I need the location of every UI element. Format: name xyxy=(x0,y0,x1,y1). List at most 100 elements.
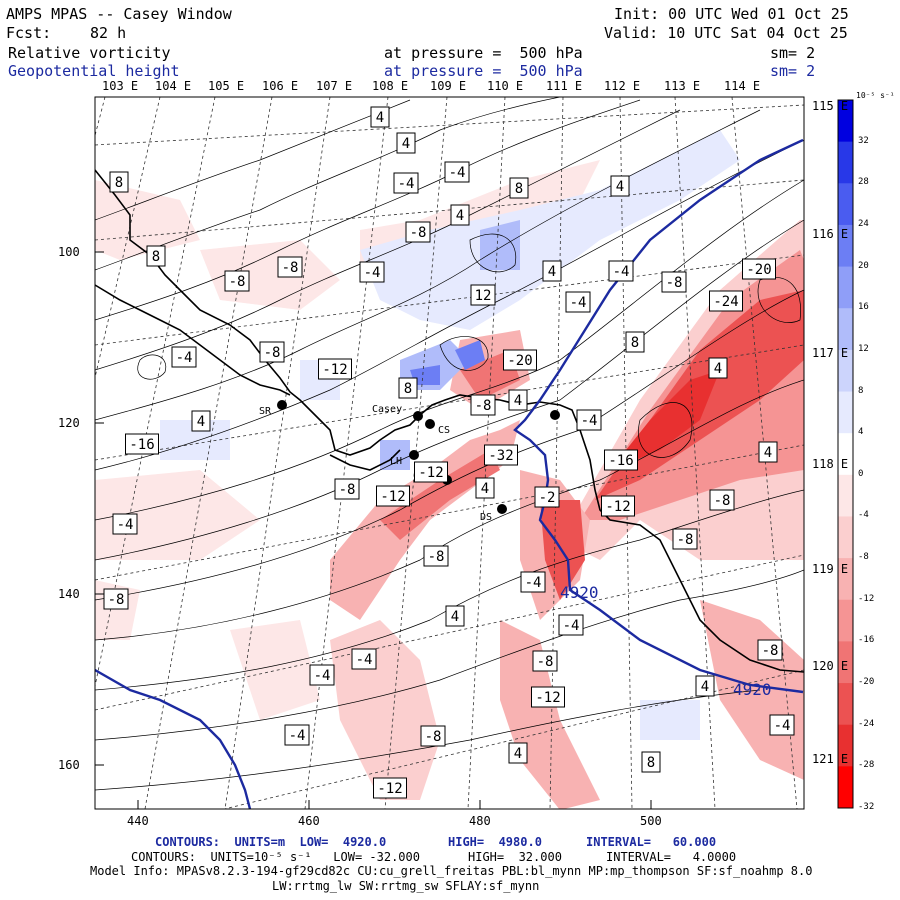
vorticity-contour-label: -8 xyxy=(470,394,496,416)
colorbar-tick-label: 20 xyxy=(858,260,869,271)
svg-text:-4: -4 xyxy=(117,517,134,533)
vorticity-contour-label: 4 xyxy=(370,106,390,128)
longitude-label-top: 108 E xyxy=(372,79,409,93)
vorticity-contour-label: 8 xyxy=(509,177,529,199)
vorticity-contour-label: -12 xyxy=(376,485,410,507)
valid-time: Valid: 10 UTC Sat 04 Oct 25 xyxy=(604,24,848,42)
svg-text:-4: -4 xyxy=(449,165,466,181)
footer-vort-contours: CONTOURS: UNITS=10⁻⁵ s⁻¹ LOW= -32.000 xyxy=(131,850,420,864)
field1-name: Relative vorticity xyxy=(8,44,171,62)
svg-text:-8: -8 xyxy=(475,398,492,414)
footer-vort-high: HIGH= 32.000 xyxy=(468,850,562,864)
svg-text:8: 8 xyxy=(647,755,655,771)
vorticity-contour-label: -8 xyxy=(224,270,250,292)
colorbar-tick-label: -20 xyxy=(858,677,875,688)
colorbar-tick-label: -4 xyxy=(858,510,869,521)
svg-text:-24: -24 xyxy=(713,294,738,310)
footer-model-info: Model Info: MPASv8.2.3-194-gf29cd82c CU:… xyxy=(90,864,813,878)
vorticity-contour-label: -8 xyxy=(420,725,446,747)
vorticity-contour-label: -4 xyxy=(565,291,591,313)
vorticity-contour-label: -8 xyxy=(532,650,558,672)
positive-vorticity-shading xyxy=(160,130,740,740)
svg-text:-4: -4 xyxy=(581,413,598,429)
vorticity-contour-label: -4 xyxy=(608,260,634,282)
colorbar-swatch xyxy=(838,308,853,351)
svg-text:8: 8 xyxy=(152,249,160,265)
svg-text:4: 4 xyxy=(451,609,459,625)
colorbar-tick-label: 8 xyxy=(858,385,864,396)
forecast-label: Fcst: xyxy=(6,24,52,42)
vorticity-contour-label: 4 xyxy=(542,260,562,282)
vorticity-contour-label: 4 xyxy=(475,477,495,499)
vorticity-contour-label: -8 xyxy=(672,528,698,550)
colorbar-swatch xyxy=(838,391,853,434)
longitude-label-top: 114 E xyxy=(724,79,761,93)
longitude-label-right: 117 E xyxy=(812,346,849,360)
colorbar-tick-label: -24 xyxy=(858,718,875,729)
vorticity-contour-label: -8 xyxy=(757,639,783,661)
forecast-hour: 82 h xyxy=(90,24,127,42)
vorticity-contour-label: -4 xyxy=(520,571,546,593)
vorticity-contour-label: -8 xyxy=(423,545,449,567)
svg-text:-12: -12 xyxy=(418,465,443,481)
svg-text:-8: -8 xyxy=(425,729,442,745)
vorticity-contour-label: -32 xyxy=(484,444,518,466)
vorticity-contour-label: -4 xyxy=(576,409,602,431)
colorbar-tick-label: -28 xyxy=(858,760,875,771)
colorbar-swatch xyxy=(838,724,853,767)
svg-text:4: 4 xyxy=(764,445,772,461)
svg-text:4: 4 xyxy=(456,208,464,224)
colorbar-swatch xyxy=(838,349,853,393)
field1-smoothing: sm= 2 xyxy=(770,44,816,62)
vorticity-contour-label: 4 xyxy=(758,441,778,463)
colorbar-swatch xyxy=(838,599,853,642)
svg-text:-4: -4 xyxy=(525,575,542,591)
axis-ticks xyxy=(95,251,652,809)
colorbar-swatch xyxy=(838,433,853,476)
vorticity-contour-label: -20 xyxy=(742,258,776,280)
vorticity-contour-label: 4 xyxy=(708,357,728,379)
station-label-sr: SR xyxy=(259,406,272,417)
svg-text:-8: -8 xyxy=(229,274,246,290)
vorticity-contour-label: 12 xyxy=(470,284,496,306)
vorticity-contour-label: 4 xyxy=(508,389,528,411)
svg-text:-4: -4 xyxy=(314,668,331,684)
vorticity-contour-label: -12 xyxy=(601,495,635,517)
vorticity-contour-label: 8 xyxy=(398,377,418,399)
svg-text:8: 8 xyxy=(115,175,123,191)
longitude-label-top: 105 E xyxy=(208,79,245,93)
colorbar-swatch xyxy=(838,683,853,726)
footer-height-high: HIGH= 4980.0 xyxy=(448,835,542,849)
station-label-ds: DS xyxy=(480,512,493,523)
svg-text:-32: -32 xyxy=(488,448,513,464)
svg-text:4: 4 xyxy=(616,179,624,195)
svg-text:4: 4 xyxy=(197,414,205,430)
field2-level: at pressure = 500 hPa xyxy=(384,62,583,80)
colorbar-swatch xyxy=(838,516,853,559)
vorticity-contour-label: -12 xyxy=(318,358,352,380)
vorticity-contour-label: -12 xyxy=(373,777,407,799)
height-contour-label: 4920 xyxy=(560,583,599,602)
vorticity-contour-label: 4 xyxy=(695,675,715,697)
svg-text:-8: -8 xyxy=(339,482,356,498)
colorbar-swatch xyxy=(838,766,853,809)
svg-text:4: 4 xyxy=(402,136,410,152)
vorticity-contour-label: -8 xyxy=(405,221,431,243)
svg-text:8: 8 xyxy=(404,381,412,397)
longitude-label-right: 116 E xyxy=(812,227,849,241)
svg-text:4: 4 xyxy=(714,361,722,377)
svg-text:8: 8 xyxy=(631,335,639,351)
longitude-label-top: 110 E xyxy=(487,79,524,93)
svg-text:-8: -8 xyxy=(666,275,683,291)
longitude-label-top: 113 E xyxy=(664,79,701,93)
vorticity-contour-label: -8 xyxy=(661,271,687,293)
colorbar-tick-label: -16 xyxy=(858,635,875,646)
svg-text:-12: -12 xyxy=(605,499,630,515)
vorticity-contour-label: 8 xyxy=(625,331,645,353)
vorticity-contour-label: -4 xyxy=(444,161,470,183)
longitude-label-right: 120 E xyxy=(812,659,849,673)
vorticity-contour-label: 4 xyxy=(396,132,416,154)
svg-text:8: 8 xyxy=(515,181,523,197)
svg-text:-8: -8 xyxy=(282,260,299,276)
